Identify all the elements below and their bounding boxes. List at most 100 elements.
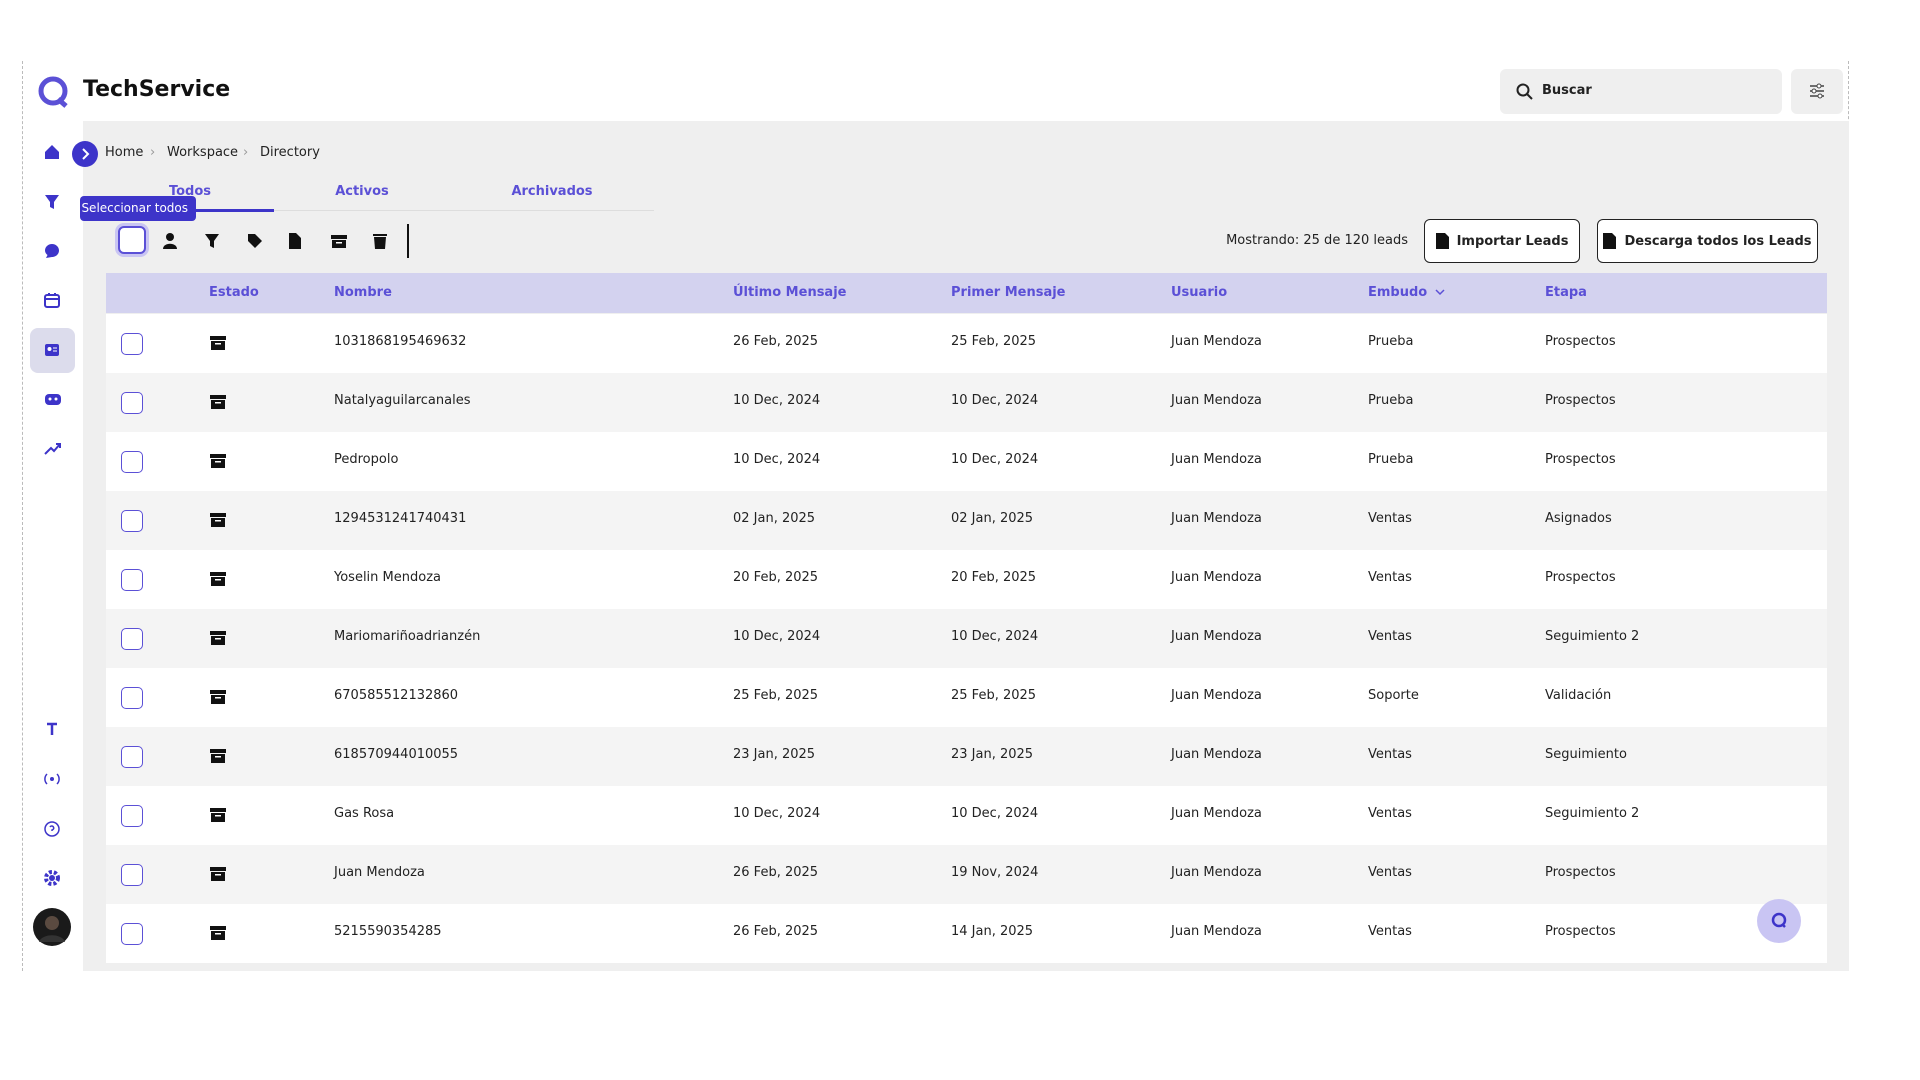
- table-cell: 26 Feb, 2025: [733, 334, 819, 349]
- tab[interactable]: Activos: [335, 184, 389, 199]
- tab[interactable]: Todos: [168, 184, 212, 199]
- table-cell: 02 Jan, 2025: [951, 511, 1034, 526]
- nav-help[interactable]: [43, 820, 61, 838]
- export-icon[interactable]: [289, 233, 301, 249]
- table-cell: Juan Mendoza: [1171, 688, 1262, 703]
- status-archive-icon: [210, 395, 226, 409]
- column-header[interactable]: Último Mensaje: [733, 285, 847, 300]
- breadcrumb-separator: ›: [243, 145, 249, 160]
- search-box[interactable]: Buscar: [1500, 69, 1782, 114]
- button-label: Descarga todos los Leads: [1624, 233, 1812, 249]
- sidebar-toggle[interactable]: [72, 141, 98, 167]
- table-row[interactable]: Yoselin Mendoza 20 Feb, 2025 20 Feb, 2025 J…: [106, 550, 1827, 609]
- nav-funnel[interactable]: [44, 194, 60, 210]
- status-archive-icon: [210, 808, 226, 822]
- tab-bar-line: [83, 210, 654, 211]
- table-cell: Ventas: [1368, 629, 1412, 644]
- nav-home[interactable]: [44, 144, 60, 160]
- table-cell: 02 Jan, 2025: [733, 511, 816, 526]
- row-checkbox[interactable]: [121, 510, 143, 532]
- table-row[interactable]: 670585512132860 25 Feb, 2025 25 Feb, 2025 J…: [106, 668, 1827, 727]
- column-header[interactable]: Estado: [209, 285, 259, 300]
- table-row[interactable]: Gas Rosa 10 Dec, 2024 10 Dec, 2024 Juan Men…: [106, 786, 1827, 845]
- table-row[interactable]: Natalyaguilarcanales 10 Dec, 2024 10 Dec, …: [106, 373, 1827, 432]
- row-checkbox[interactable]: [121, 864, 143, 886]
- table-cell: 23 Jan, 2025: [733, 747, 816, 762]
- status-archive-icon: [210, 631, 226, 645]
- breadcrumb-item[interactable]: Directory: [260, 145, 320, 160]
- table-row[interactable]: 618570944010055 23 Jan, 2025 23 Jan, 2025 J…: [106, 727, 1827, 786]
- row-checkbox[interactable]: [121, 923, 143, 945]
- tab[interactable]: Archivados: [511, 184, 593, 199]
- nav-broadcast[interactable]: [42, 771, 62, 787]
- table-cell: 10 Dec, 2024: [733, 629, 821, 644]
- table-cell: Prospectos: [1545, 334, 1616, 349]
- nav-chat[interactable]: [44, 243, 60, 259]
- table-cell: Asignados: [1545, 511, 1612, 526]
- status-archive-icon: [210, 690, 226, 704]
- nav-settings[interactable]: [43, 869, 61, 887]
- table-cell: Prueba: [1368, 452, 1414, 467]
- column-header[interactable]: Nombre: [334, 285, 392, 300]
- table-row[interactable]: Pedropolo 10 Dec, 2024 10 Dec, 2024 Juan Me…: [106, 432, 1827, 491]
- row-checkbox[interactable]: [121, 392, 143, 414]
- table-cell: Juan Mendoza: [1171, 452, 1262, 467]
- breadcrumb-item[interactable]: Workspace: [167, 145, 239, 160]
- table-row[interactable]: 1294531241740431 02 Jan, 2025 02 Jan, 2025…: [106, 491, 1827, 550]
- table-cell: 1031868195469632: [334, 334, 467, 349]
- row-checkbox[interactable]: [121, 451, 143, 473]
- column-header[interactable]: Embudo: [1368, 285, 1445, 300]
- table-cell: 25 Feb, 2025: [733, 688, 819, 703]
- nav-text[interactable]: [44, 721, 60, 737]
- nav-calendar[interactable]: [44, 292, 60, 308]
- table-cell: Juan Mendoza: [1171, 570, 1262, 585]
- table-cell: 670585512132860: [334, 688, 459, 703]
- funnel-icon[interactable]: [205, 234, 219, 248]
- table-cell: 10 Dec, 2024: [951, 393, 1039, 408]
- nav-bot[interactable]: [44, 391, 62, 407]
- column-header[interactable]: Usuario: [1171, 285, 1228, 300]
- table-cell: 20 Feb, 2025: [733, 570, 819, 585]
- nav-stats[interactable]: [44, 441, 62, 457]
- row-checkbox[interactable]: [121, 746, 143, 768]
- select-all-checkbox[interactable]: [118, 226, 146, 254]
- row-checkbox[interactable]: [121, 687, 143, 709]
- import-button[interactable]: Importar Leads: [1424, 219, 1580, 263]
- nav-contacts[interactable]: [44, 342, 60, 358]
- archive-icon[interactable]: [331, 235, 347, 248]
- table-cell: 1294531241740431: [334, 511, 467, 526]
- status-archive-icon: [210, 572, 226, 586]
- row-checkbox[interactable]: [121, 805, 143, 827]
- download-button[interactable]: Descarga todos los Leads: [1597, 219, 1818, 263]
- column-header[interactable]: Etapa: [1545, 285, 1587, 300]
- table-row[interactable]: 1031868195469632 26 Feb, 2025 25 Feb, 2025…: [106, 314, 1827, 373]
- table-cell: Validación: [1545, 688, 1612, 703]
- breadcrumb-item[interactable]: Home: [105, 145, 144, 160]
- assign-user-icon[interactable]: [163, 233, 177, 249]
- table-cell: Soporte: [1368, 688, 1419, 703]
- table-cell: Ventas: [1368, 747, 1412, 762]
- row-checkbox[interactable]: [121, 628, 143, 650]
- table-cell: 25 Feb, 2025: [951, 334, 1037, 349]
- toolbar-divider: [407, 224, 409, 258]
- table-row[interactable]: Juan Mendoza 26 Feb, 2025 19 Nov, 2024 Juan…: [106, 845, 1827, 904]
- user-avatar[interactable]: [33, 908, 71, 946]
- table-cell: Gas Rosa: [334, 806, 395, 821]
- table-cell: Prospectos: [1545, 452, 1616, 467]
- table-row[interactable]: 5215590354285 26 Feb, 2025 14 Jan, 2025 Jua…: [106, 904, 1827, 963]
- table-cell: Juan Mendoza: [1171, 393, 1262, 408]
- table-cell: 618570944010055: [334, 747, 459, 762]
- column-header[interactable]: Primer Mensaje: [951, 285, 1066, 300]
- filter-settings-button[interactable]: [1791, 69, 1843, 114]
- row-checkbox[interactable]: [121, 333, 143, 355]
- tag-icon[interactable]: [248, 234, 262, 248]
- status-archive-icon: [210, 926, 226, 940]
- table-row[interactable]: Mariomariñoadrianzén 10 Dec, 2024 10 Dec, …: [106, 609, 1827, 668]
- table-cell: 14 Jan, 2025: [951, 924, 1034, 939]
- delete-icon[interactable]: [373, 234, 387, 249]
- table-cell: Ventas: [1368, 570, 1412, 585]
- chat-fab[interactable]: [1757, 899, 1801, 943]
- button-label: Importar Leads: [1456, 233, 1569, 249]
- logo: [38, 76, 68, 108]
- row-checkbox[interactable]: [121, 569, 143, 591]
